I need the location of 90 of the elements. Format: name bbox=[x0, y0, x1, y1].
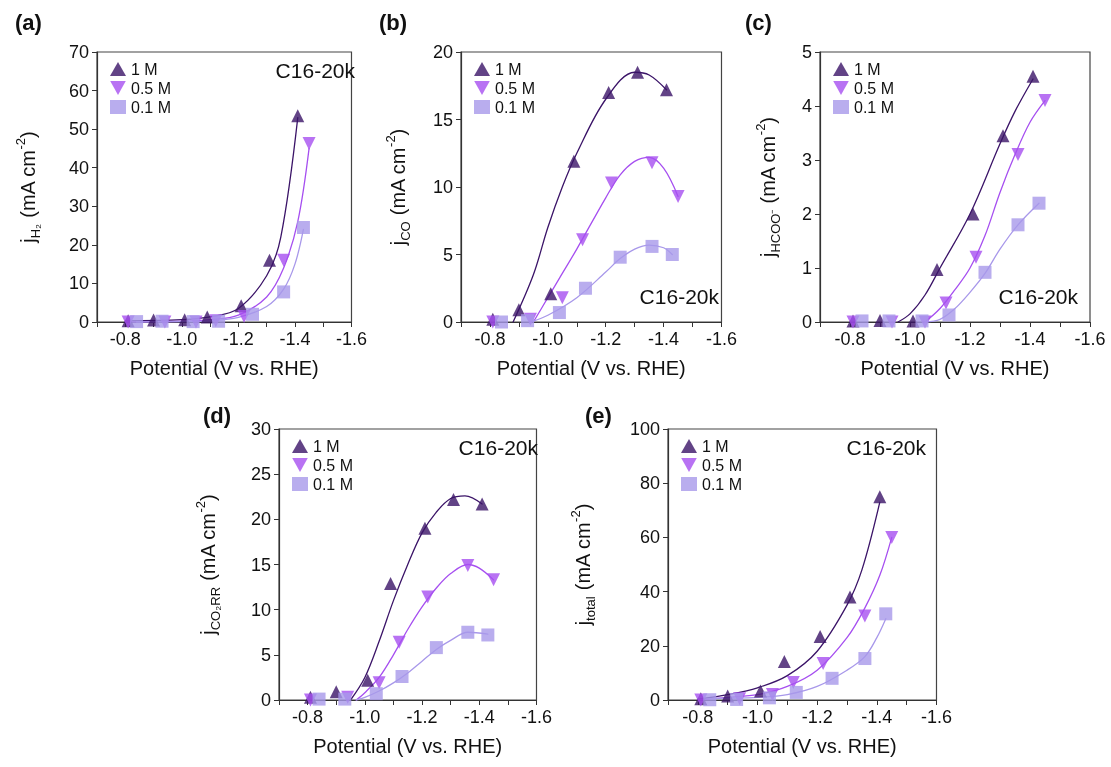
legend-label: 0.5 M bbox=[131, 79, 172, 97]
x-axis-title: Potential (V vs. RHE) bbox=[707, 735, 897, 757]
x-tick-label: -1.6 bbox=[1074, 329, 1106, 349]
y-tick-label: 40 bbox=[68, 157, 89, 178]
y-tick-label: 1 bbox=[801, 258, 812, 278]
y-tick-label: 20 bbox=[432, 42, 453, 62]
y-tick-label: 10 bbox=[250, 599, 271, 620]
y-axis-title: jCO₂RR (mA cm-2) bbox=[193, 494, 223, 636]
y-tick-label: 20 bbox=[68, 234, 89, 255]
y-tick-label: 40 bbox=[639, 581, 660, 602]
x-tick-label: -0.8 bbox=[292, 707, 324, 727]
legend-label: 1 M bbox=[495, 60, 522, 78]
legend-label: 0.5 M bbox=[854, 79, 895, 97]
y-tick-label: 80 bbox=[639, 473, 660, 494]
legend-label: 0.5 M bbox=[702, 456, 743, 474]
legend-label: 1 M bbox=[131, 60, 158, 78]
y-tick-label: 70 bbox=[68, 42, 89, 62]
x-tick-label: -1.0 bbox=[166, 329, 198, 349]
y-tick-label: 30 bbox=[250, 419, 271, 439]
y-tick-label: 60 bbox=[639, 527, 660, 548]
y-tick-label: 5 bbox=[442, 244, 453, 265]
y-tick-label: 0 bbox=[78, 312, 89, 332]
y-tick-label: 20 bbox=[639, 635, 660, 656]
chart-title: (d) bbox=[203, 402, 232, 428]
x-tick-label: -1.2 bbox=[406, 707, 438, 727]
chart-title: (b) bbox=[379, 9, 408, 35]
x-tick-label: -0.8 bbox=[682, 707, 714, 727]
x-tick-label: -1.6 bbox=[705, 329, 738, 349]
y-axis-title: jCO (mA cm-2) bbox=[383, 128, 413, 247]
x-tick-label: -1.6 bbox=[920, 707, 953, 727]
legend-label: 1 M bbox=[313, 437, 340, 455]
y-tick-label: 5 bbox=[801, 42, 812, 62]
chart-title: (c) bbox=[745, 9, 772, 35]
y-tick-label: 50 bbox=[68, 119, 89, 140]
x-tick-label: -0.8 bbox=[834, 329, 866, 349]
y-axis-title: jHCOO⁻ (mA cm-2) bbox=[753, 116, 783, 259]
y-tick-label: 4 bbox=[801, 96, 812, 116]
x-axis-title: Potential (V vs. RHE) bbox=[313, 735, 503, 757]
x-tick-label: -1.0 bbox=[741, 707, 774, 727]
legend-label: 0.1 M bbox=[702, 475, 743, 493]
legend-label: 1 M bbox=[854, 60, 881, 78]
y-axis-title: jH₂ (mA cm-2) bbox=[13, 131, 43, 244]
y-tick-label: 3 bbox=[801, 150, 812, 170]
x-tick-label: -1.0 bbox=[894, 329, 926, 349]
x-tick-label: -1.0 bbox=[532, 329, 564, 349]
chart-title: (a) bbox=[15, 9, 42, 35]
x-tick-label: -1.2 bbox=[590, 329, 622, 349]
legend-label: 1 M bbox=[702, 437, 729, 455]
y-tick-label: 100 bbox=[629, 419, 660, 439]
legend-label: 0.5 M bbox=[313, 456, 354, 474]
y-tick-label: 0 bbox=[801, 312, 812, 332]
x-tick-label: -1.6 bbox=[335, 329, 368, 349]
legend-label: 0.1 M bbox=[854, 98, 895, 116]
y-tick-label: 20 bbox=[250, 509, 271, 530]
chart-title: (e) bbox=[585, 402, 612, 428]
annotation: C16-20k bbox=[639, 285, 720, 308]
x-axis-title: Potential (V vs. RHE) bbox=[860, 357, 1050, 379]
x-tick-label: -1.4 bbox=[861, 707, 893, 727]
y-tick-label: 5 bbox=[260, 644, 271, 665]
legend-label: 0.1 M bbox=[313, 475, 354, 493]
x-tick-label: -1.2 bbox=[801, 707, 833, 727]
y-tick-label: 0 bbox=[649, 690, 660, 710]
y-tick-label: 2 bbox=[801, 204, 812, 224]
x-tick-label: -1.4 bbox=[1014, 329, 1046, 349]
x-tick-label: -1.2 bbox=[222, 329, 254, 349]
y-tick-label: 10 bbox=[432, 177, 453, 197]
y-tick-label: 10 bbox=[68, 273, 89, 294]
x-tick-label: -1.4 bbox=[279, 329, 311, 349]
y-axis-title: jtotal (mA cm-2) bbox=[568, 503, 598, 627]
x-tick-label: -1.2 bbox=[954, 329, 986, 349]
y-tick-label: 15 bbox=[250, 554, 271, 575]
legend-label: 0.5 M bbox=[495, 79, 536, 97]
x-tick-label: -0.8 bbox=[109, 329, 141, 349]
y-tick-label: 60 bbox=[68, 80, 89, 101]
x-tick-label: -1.4 bbox=[463, 707, 495, 727]
x-axis-title: Potential (V vs. RHE) bbox=[129, 357, 319, 379]
legend-label: 0.1 M bbox=[131, 98, 172, 116]
y-tick-label: 15 bbox=[432, 109, 453, 130]
y-tick-label: 30 bbox=[68, 196, 89, 217]
y-tick-label: 25 bbox=[250, 464, 271, 485]
y-tick-label: 0 bbox=[260, 690, 271, 710]
x-axis-title: Potential (V vs. RHE) bbox=[496, 357, 686, 379]
x-tick-label: -1.4 bbox=[648, 329, 680, 349]
annotation: C16-20k bbox=[846, 436, 927, 459]
annotation: C16-20k bbox=[998, 285, 1079, 308]
x-tick-label: -1.6 bbox=[520, 707, 553, 727]
legend-label: 0.1 M bbox=[495, 98, 536, 116]
x-tick-label: -1.0 bbox=[349, 707, 381, 727]
y-tick-label: 0 bbox=[442, 312, 453, 332]
x-tick-label: -0.8 bbox=[474, 329, 506, 349]
